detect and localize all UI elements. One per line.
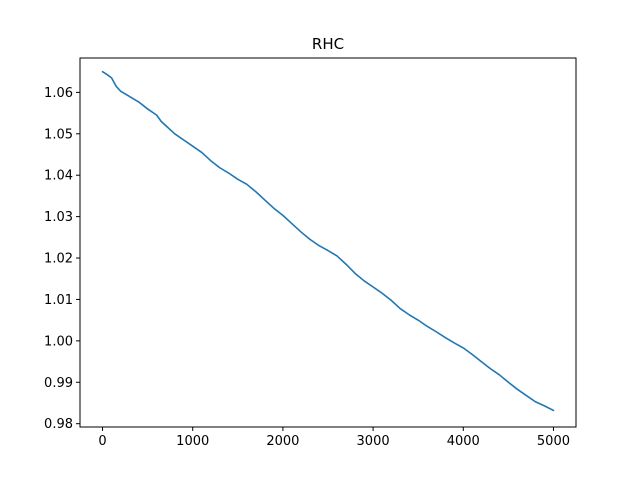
plot-frame bbox=[79, 57, 577, 428]
series-layer bbox=[101, 70, 555, 412]
series-line bbox=[101, 70, 555, 412]
x-tick-label: 3000 bbox=[357, 434, 390, 449]
x-axis: 0 1000 2000 3000 4000 5000 bbox=[98, 427, 570, 449]
chart-title: RHC bbox=[312, 35, 344, 53]
y-tick-label: 1.01 bbox=[44, 293, 73, 308]
y-tick-label: 1.04 bbox=[44, 169, 73, 184]
y-axis: 0.98 0.99 1.00 1.01 1.02 1.03 1.04 1.05 1.06 bbox=[44, 86, 80, 432]
y-tick-label: 1.06 bbox=[44, 86, 73, 101]
y-tick-label: 1.00 bbox=[44, 334, 73, 349]
y-tick-label: 1.03 bbox=[44, 210, 73, 225]
y-tick-label: 0.99 bbox=[44, 376, 73, 391]
x-tick-label: 2000 bbox=[266, 434, 299, 449]
y-tick-label: 0.98 bbox=[44, 417, 73, 432]
x-tick-label: 5000 bbox=[537, 434, 570, 449]
x-tick-label: 4000 bbox=[447, 434, 480, 449]
y-tick-label: 1.02 bbox=[44, 252, 73, 267]
y-tick-label: 1.05 bbox=[44, 127, 73, 142]
x-tick-label: 0 bbox=[98, 434, 106, 449]
x-tick-label: 1000 bbox=[176, 434, 209, 449]
